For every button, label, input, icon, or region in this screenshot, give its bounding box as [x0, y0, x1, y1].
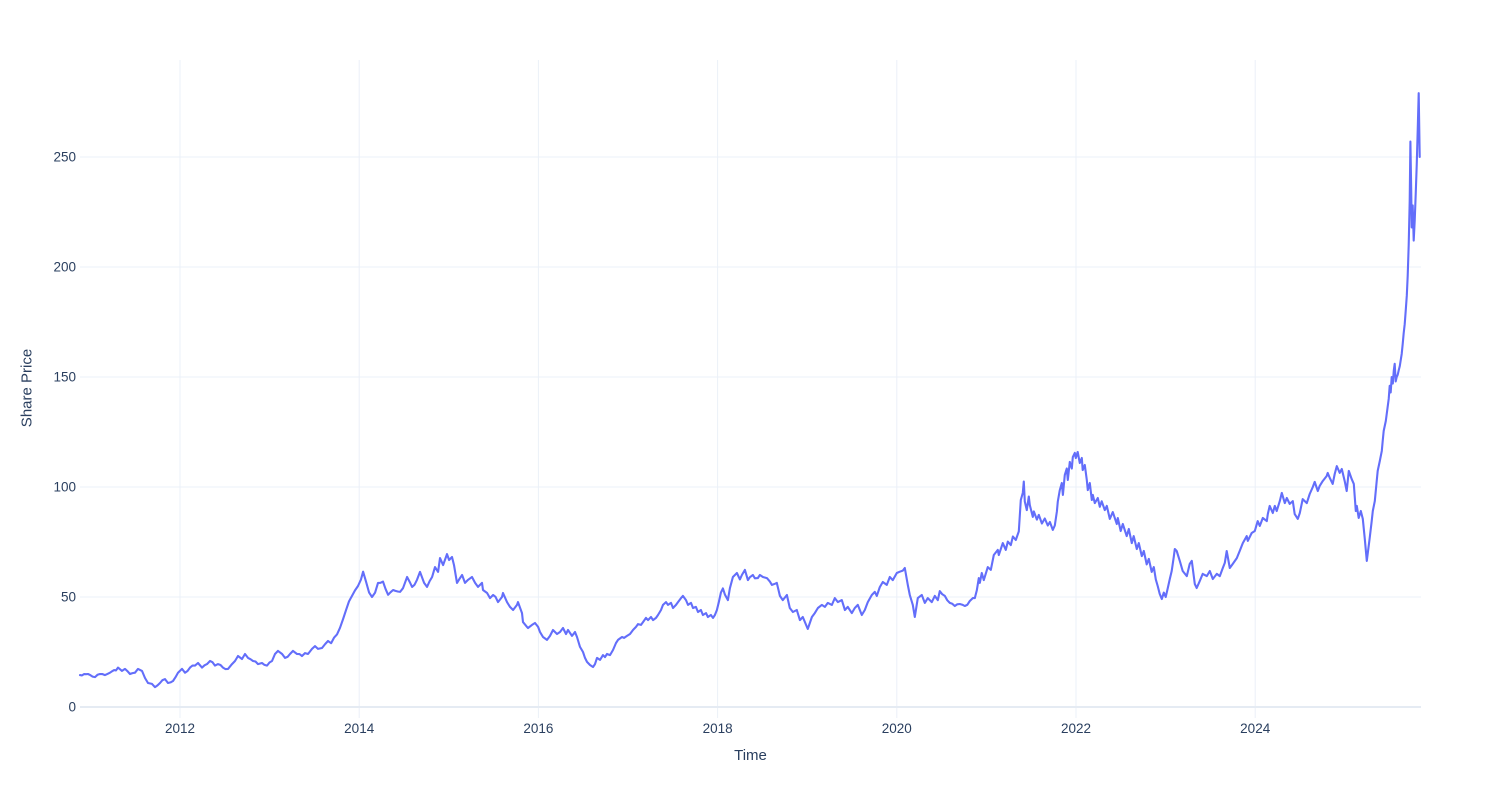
x-tick-label: 2018 — [703, 721, 733, 736]
x-axis-title: Time — [734, 747, 767, 764]
y-tick-label: 200 — [53, 259, 76, 274]
x-tick-label: 2020 — [882, 721, 912, 736]
y-tick-label: 100 — [53, 479, 76, 494]
y-tick-label: 250 — [53, 149, 76, 164]
x-tick-label: 2016 — [523, 721, 553, 736]
x-tick-label: 2024 — [1240, 721, 1271, 736]
price-line — [78, 92, 1421, 689]
y-tick-label: 0 — [68, 699, 76, 714]
x-tick-label: 2014 — [344, 721, 375, 736]
x-tick-label: 2022 — [1061, 721, 1091, 736]
x-tick-label: 2012 — [165, 721, 195, 736]
y-axis-title: Share Price — [18, 348, 36, 428]
y-tick-label: 150 — [53, 369, 76, 384]
y-tick-label: 50 — [61, 589, 76, 604]
